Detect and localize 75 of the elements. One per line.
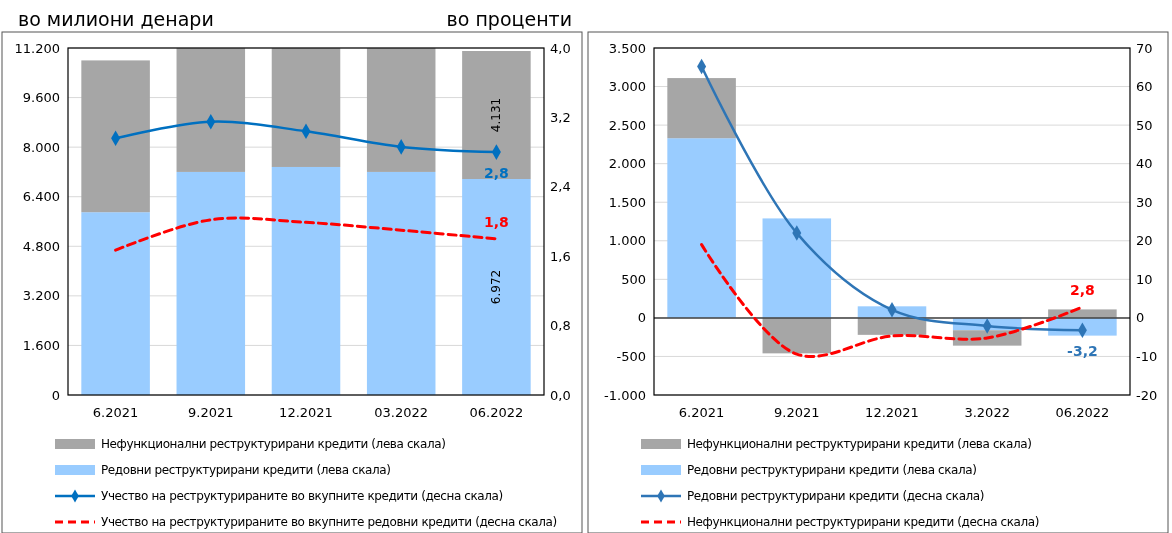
bar (667, 138, 736, 318)
bar (366, 171, 436, 395)
x-tick-label: 03.2022 (374, 404, 429, 420)
y2-tick-label: 40 (1136, 156, 1153, 172)
bar (462, 178, 531, 395)
bar (762, 218, 832, 318)
y2-tick-label: 30 (1136, 194, 1153, 210)
x-tick-label: 12.2021 (279, 404, 333, 420)
y-tick-label: 2.500 (608, 117, 646, 133)
x-tick-label: 9.2021 (774, 404, 820, 420)
y2-tick-label: 4,0 (550, 40, 571, 56)
y-tick-label: 8.000 (22, 139, 60, 155)
y2-tick-label: 3,2 (550, 109, 571, 125)
x-tick-label: 9.2021 (188, 404, 234, 420)
y-tick-label: 1.500 (608, 194, 646, 210)
y2-tick-label: -10 (1136, 348, 1158, 364)
data-label: -3,2 (1067, 343, 1098, 360)
data-label: 1,8 (483, 213, 509, 230)
legend-label: Нефункционални реструктурирани кредити (десна скала) (687, 515, 1040, 529)
y2-tick-label: 60 (1136, 79, 1153, 95)
x-tick-label: 6.2021 (92, 404, 139, 420)
y2-axis-title: во проценти (446, 8, 572, 30)
bar (176, 48, 246, 172)
bar (762, 317, 832, 354)
bar (271, 166, 341, 395)
x-tick-label: 12.2021 (865, 404, 919, 420)
y2-tick-label: -20 (1136, 387, 1158, 403)
y-tick-label: 500 (621, 271, 646, 287)
legend-label: Редовни реструктурирани кредити (лева скала) (687, 463, 977, 477)
data-label: 2,8 (1069, 282, 1095, 299)
y-tick-label: 11.200 (14, 40, 60, 56)
y2-tick-label: 70 (1136, 40, 1153, 56)
x-tick-label: 6.2021 (678, 404, 725, 420)
y2-tick-label: 0 (1136, 310, 1145, 326)
bar (667, 78, 736, 139)
y-tick-label: -1.000 (604, 387, 646, 403)
bar (857, 317, 927, 335)
y-tick-label: -500 (616, 348, 646, 364)
data-label: 2,8 (483, 165, 509, 182)
bar (366, 48, 436, 172)
y2-tick-label: 2,4 (550, 179, 571, 195)
x-tick-label: 3.2022 (964, 404, 1010, 420)
bar (271, 48, 341, 167)
y-axis-title: во милиони денари (18, 8, 214, 30)
y2-tick-label: 10 (1136, 271, 1153, 287)
y-tick-label: 3.500 (608, 40, 646, 56)
x-tick-label: 06.2022 (469, 404, 524, 420)
y-tick-label: 0 (637, 310, 646, 326)
y-tick-label: 6.400 (22, 189, 60, 205)
bar (176, 171, 246, 395)
y2-tick-label: 50 (1136, 117, 1153, 133)
y2-tick-label: 0,8 (550, 318, 571, 334)
y-tick-label: 1.600 (22, 337, 60, 353)
y-tick-label: 3.200 (22, 288, 60, 304)
y2-tick-label: 20 (1136, 233, 1153, 249)
legend-label: Редовни реструктурирани кредити (лева скала) (101, 463, 391, 477)
x-tick-label: 06.2022 (1055, 404, 1110, 420)
y-tick-label: 1.000 (608, 233, 646, 249)
y-tick-label: 0 (51, 387, 60, 403)
legend-label: Нефункционални реструктурирани кредити (лева скала) (101, 437, 446, 451)
y2-tick-label: 0,0 (550, 387, 571, 403)
legend-label: Учество на реструктурираните во вкупните кредити (десна скала) (101, 489, 503, 503)
legend-label: Учество на реструктурираните во вкупните редовни кредити (десна скала) (101, 515, 557, 529)
data-label: 4.131 (489, 97, 504, 133)
bar (81, 60, 150, 213)
y-tick-label: 4.800 (22, 238, 60, 254)
y-tick-label: 9.600 (22, 90, 60, 106)
data-label: 6.972 (489, 269, 504, 305)
bar (462, 51, 531, 179)
legend-label: Редовни реструктурирани кредити (десна скала) (687, 489, 985, 503)
bar (81, 212, 150, 395)
legend-label: Нефункционални реструктурирани кредити (лева скала) (687, 437, 1032, 451)
y-tick-label: 2.000 (608, 156, 646, 172)
y2-tick-label: 1,6 (550, 248, 571, 264)
y-tick-label: 3.000 (608, 79, 646, 95)
